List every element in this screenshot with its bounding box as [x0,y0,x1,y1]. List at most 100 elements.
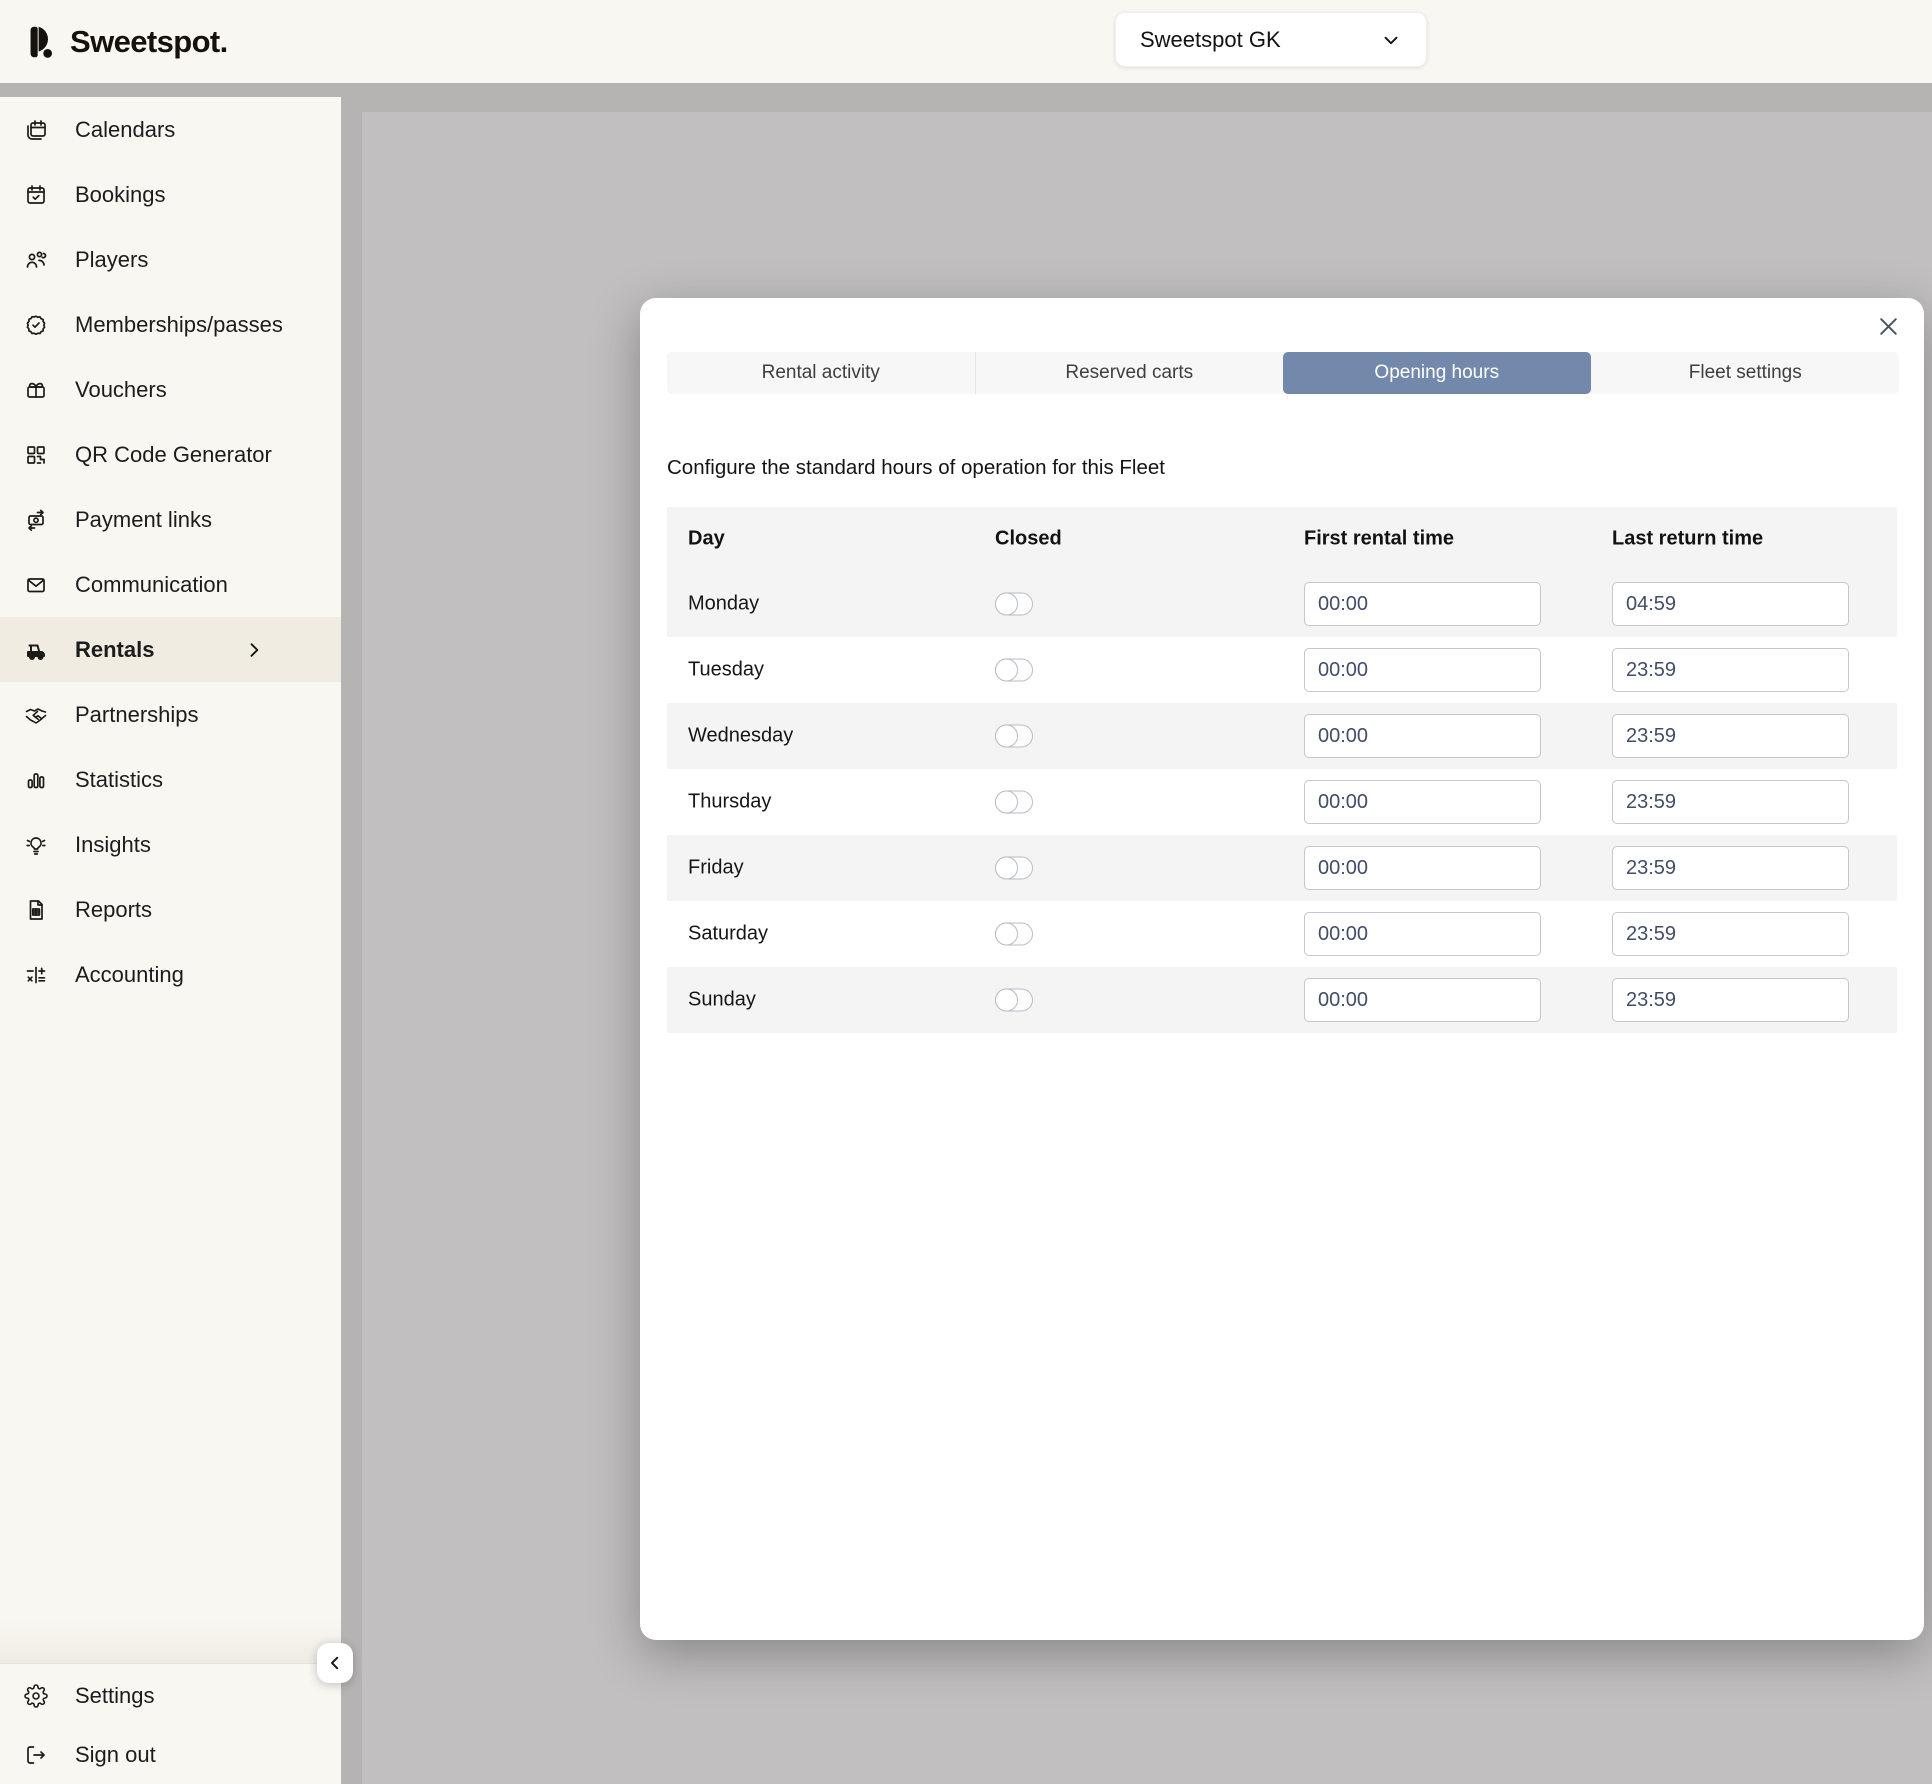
day-label: Thursday [688,790,772,813]
closed-toggle[interactable] [995,922,1033,946]
tab-rental-activity[interactable]: Rental activity [761,362,880,383]
toggle-knob [995,592,1018,616]
qr-code-icon [27,445,45,464]
top-header: Sweetspot. Sweetspot GK [0,0,1932,83]
calendars-icon [27,119,46,140]
toggle-knob [995,856,1018,880]
day-label: Friday [688,856,744,879]
table-row-wednesday: Wednesday [667,703,1897,769]
close-icon [1879,317,1897,335]
sidebar-item-label: Insights [75,831,151,857]
sidebar-footer: Settings Sign out [0,1663,341,1784]
day-label: Sunday [688,988,756,1011]
sidebar-item-calendars[interactable]: Calendars [0,97,341,162]
sidebar-item-insights[interactable]: Insights [0,812,341,877]
column-header-last-return-time: Last return time [1612,527,1764,550]
first-rental-time-input[interactable] [1304,780,1541,824]
sidebar-item-memberships[interactable]: Memberships/passes [0,292,341,357]
first-rental-time-input[interactable] [1304,582,1541,626]
math-operations-icon [26,966,46,983]
fleet-dialog-tabs: Rental activity Reserved carts Opening h… [667,352,1899,394]
sidebar-nav: Calendars Bookings Players [0,97,341,1007]
lightbulb-icon [26,836,46,855]
sidebar-item-label: Rentals [75,636,155,662]
first-rental-time-input[interactable] [1304,846,1541,890]
organization-selector-value: Sweetspot GK [1140,26,1281,52]
chevron-down-icon [1384,36,1398,44]
sidebar-item-label: Statistics [75,766,164,792]
closed-toggle[interactable] [995,592,1033,616]
day-label: Wednesday [688,724,794,747]
column-header-closed: Closed [995,527,1062,550]
tab-opening-hours[interactable]: Opening hours [1283,352,1591,394]
sidebar-item-qr-code-generator[interactable]: QR Code Generator [0,422,341,487]
gift-icon [27,382,45,398]
bar-chart-icon [27,772,45,788]
sidebar-footer-shadow [0,1619,341,1663]
sidebar-item-label: Sign out [75,1741,156,1767]
sidebar-item-reports[interactable]: Reports [0,877,341,942]
sidebar-item-label: Players [75,246,149,272]
sidebar-item-bookings[interactable]: Bookings [0,162,341,227]
last-return-time-input[interactable] [1612,648,1849,692]
tab-fleet-settings[interactable]: Fleet settings [1688,362,1802,383]
sidebar-item-settings[interactable]: Settings [0,1666,341,1725]
sidebar-item-statistics[interactable]: Statistics [0,747,341,812]
envelope-icon [27,577,45,592]
first-rental-time-input[interactable] [1304,912,1541,956]
closed-toggle[interactable] [995,856,1033,880]
sidebar-item-label: Partnerships [75,701,199,727]
organization-selector[interactable]: Sweetspot GK [1115,12,1427,67]
opening-hours-table: Day Closed First rental time Last return… [667,507,1897,1033]
sidebar-item-label: Communication [75,571,228,597]
last-return-time-input[interactable] [1612,846,1849,890]
last-return-time-input[interactable] [1612,714,1849,758]
last-return-time-input[interactable] [1612,582,1849,626]
sidebar-item-vouchers[interactable]: Vouchers [0,357,341,422]
sidebar-item-players[interactable]: Players [0,227,341,292]
membership-badge-icon [26,314,46,335]
closed-toggle[interactable] [995,790,1033,814]
first-rental-time-input[interactable] [1304,648,1541,692]
sidebar-item-label: Calendars [75,116,176,142]
closed-toggle[interactable] [995,724,1033,748]
table-row-tuesday: Tuesday [667,637,1897,703]
sidebar-item-label: Bookings [75,181,166,207]
last-return-time-input[interactable] [1612,780,1849,824]
sidebar-item-payment-links[interactable]: Payment links [0,487,341,552]
tab-reserved-carts[interactable]: Reserved carts [974,352,1284,394]
sidebar-item-label: Vouchers [75,376,167,402]
column-header-day: Day [688,527,725,550]
sidebar-item-label: QR Code Generator [75,441,272,467]
sidebar-item-accounting[interactable]: Accounting [0,942,341,1007]
closed-toggle[interactable] [995,658,1033,682]
closed-toggle[interactable] [995,988,1033,1012]
day-label: Tuesday [688,658,764,681]
first-rental-time-input[interactable] [1304,978,1541,1022]
sidebar-item-rentals[interactable]: Rentals [0,617,341,682]
last-return-time-input[interactable] [1612,978,1849,1022]
sidebar-item-label: Reports [75,896,153,922]
table-row-friday: Friday [667,835,1897,901]
close-button[interactable] [1868,306,1908,346]
golf-cart-icon [27,644,45,660]
table-row-monday: Monday [667,571,1897,637]
report-document-icon [29,899,43,920]
sidebar-item-label: Accounting [75,961,184,987]
column-header-first-rental-time: First rental time [1304,527,1455,550]
first-rental-time-input[interactable] [1304,714,1541,758]
last-return-time-input[interactable] [1612,912,1849,956]
players-icon [26,251,47,268]
sidebar: Calendars Bookings Players [0,97,341,1784]
sidebar-collapse-button[interactable] [317,1643,353,1683]
sign-out-icon [27,1745,45,1764]
sidebar-item-partnerships[interactable]: Partnerships [0,682,341,747]
bookings-icon [27,184,45,204]
chevron-right-icon [250,642,259,657]
toggle-knob [995,988,1018,1012]
toggle-knob [995,658,1018,682]
banknote-icon [28,509,44,531]
sidebar-item-communication[interactable]: Communication [0,552,341,617]
toggle-knob [995,724,1018,748]
sidebar-item-sign-out[interactable]: Sign out [0,1725,341,1784]
